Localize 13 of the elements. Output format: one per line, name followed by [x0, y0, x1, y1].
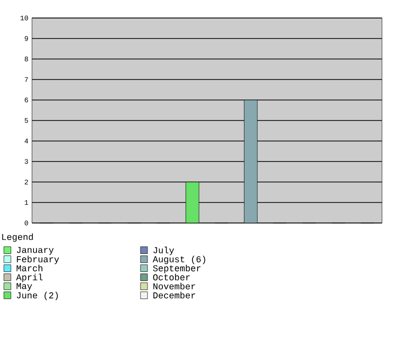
legend-label: September: [153, 264, 200, 274]
legend-label: December: [153, 292, 196, 298]
legend-label: October: [153, 274, 190, 280]
legend-label: July: [153, 246, 174, 256]
legend-label: January: [16, 246, 54, 255]
legend-label: June (2): [16, 292, 58, 300]
legend-label: November: [153, 282, 196, 290]
legend-label: August (6): [152, 256, 206, 264]
legend-label: May: [16, 283, 32, 291]
legend-label: March: [16, 264, 42, 272]
legend-title: Legend: [2, 233, 33, 242]
legend-label: April: [16, 274, 43, 282]
legend-label: February: [16, 256, 59, 264]
